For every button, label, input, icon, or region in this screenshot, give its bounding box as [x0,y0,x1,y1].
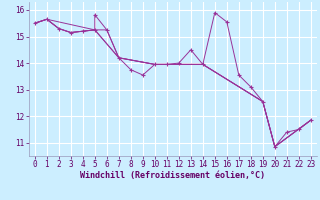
X-axis label: Windchill (Refroidissement éolien,°C): Windchill (Refroidissement éolien,°C) [80,171,265,180]
